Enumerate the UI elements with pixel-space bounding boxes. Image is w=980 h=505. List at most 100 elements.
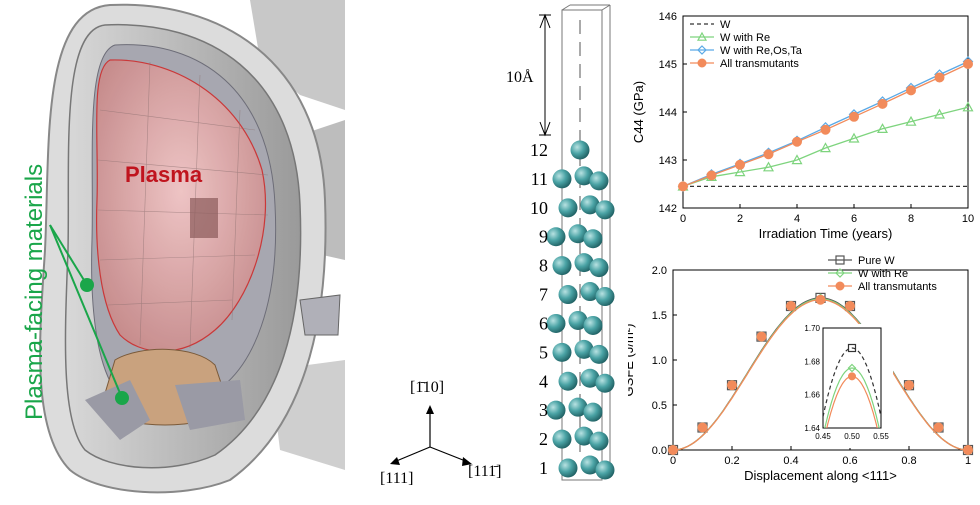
- gsfe-legend-marker: [835, 281, 845, 291]
- gsfe-series-2-point: [904, 380, 914, 391]
- gsfe-ytick-label: 0.5: [652, 400, 667, 412]
- gsfe-ytick-label: 1.0: [652, 355, 667, 367]
- atom: [580, 368, 600, 388]
- c44-series-1-point: [791, 154, 803, 165]
- atom: [558, 198, 578, 218]
- pointer-line-divertor: [49, 224, 123, 399]
- atom: [595, 200, 615, 220]
- c44-series-3-point: [735, 159, 745, 170]
- atom: [583, 402, 603, 422]
- c44-xlabel: Irradiation Time (years): [759, 226, 893, 241]
- c44-legend-label: W with Re: [720, 32, 770, 44]
- c44-ylabel: C44 (GPa): [631, 81, 646, 143]
- c44-ytick-label: 145: [659, 59, 677, 71]
- c44-legend-marker: [697, 58, 707, 68]
- gsfe-series-2-point: [697, 422, 708, 433]
- inset-frame: [822, 327, 882, 429]
- c44-xtick-label: 6: [851, 213, 857, 225]
- axis-label-right: [111̄]: [468, 463, 501, 480]
- axis-label-left: [111]: [380, 470, 413, 487]
- tokamak-illustration: Plasma Plasma-facing materials: [0, 0, 345, 500]
- c44-series-1-point: [905, 115, 917, 126]
- atom: [583, 229, 603, 249]
- atom: [589, 431, 609, 451]
- atom: [595, 287, 615, 307]
- layer-label-8: 8: [539, 256, 548, 276]
- c44-series-1-point: [819, 142, 832, 153]
- c44-series-1-point: [933, 108, 946, 119]
- c44-legend-label: W with Re,Os,Ta: [720, 45, 803, 57]
- c44-series-1-line: [682, 106, 969, 188]
- gsfe-ytick-label: 2.0: [652, 265, 667, 277]
- c44-legend-label: All transmutants: [720, 58, 799, 70]
- gsfe-xtick-label: 0.8: [901, 455, 916, 467]
- layer-label-6: 6: [539, 313, 548, 333]
- inset-series-1-line: [824, 367, 880, 428]
- atom: [580, 455, 600, 475]
- atom: [570, 140, 590, 160]
- c44-chart-svg: 0 2 4 6 8 10 142 143 144 145 146 Irradiation Time (…: [631, 11, 974, 241]
- c44-xtick-label: 2: [737, 213, 743, 225]
- inset-series-0-point: [847, 343, 857, 353]
- gsfe-series-2-point: [933, 422, 944, 433]
- c44-ytick-label: 146: [659, 11, 677, 23]
- crystal-axes: [393, 410, 469, 463]
- inset-background: [793, 324, 893, 448]
- c44-series-3-point: [792, 136, 802, 147]
- axis-arrow-left: [390, 457, 400, 465]
- inset-xtick-label: 0.45: [815, 432, 831, 441]
- c44-series-3-point: [877, 98, 888, 109]
- atom: [574, 253, 594, 273]
- c44-series-3-point: [763, 149, 774, 160]
- c44-series-1-point: [762, 161, 775, 172]
- atom: [568, 224, 588, 244]
- c44-series-2-line: [682, 61, 969, 187]
- gsfe-ylabel: GSFE (J/m²): [628, 324, 636, 397]
- atom: [595, 373, 615, 393]
- c44-series-3-point: [963, 59, 973, 69]
- atom: [589, 258, 609, 278]
- gsfe-ytick-label: 0.0: [652, 445, 667, 457]
- scale-arrow-down: [539, 121, 551, 137]
- inset-xtick-label: 0.55: [873, 432, 889, 441]
- inset-series-1-point: [847, 363, 857, 373]
- gsfe-series-2-point: [815, 294, 826, 305]
- gsfe-xtick-label: 0.4: [783, 455, 798, 467]
- gsfe-ytick-label: 1.5: [652, 310, 667, 322]
- pointer-dot-wall: [80, 278, 94, 292]
- c44-legend-label: W: [720, 19, 731, 31]
- inset-ytick-label: 1.66: [804, 391, 820, 400]
- plasma-label: Plasma: [125, 162, 203, 187]
- atom: [583, 315, 603, 335]
- layer-label-9: 9: [539, 227, 548, 247]
- layer-label-11: 11: [531, 169, 548, 189]
- pointer-dot-divertor: [115, 391, 129, 405]
- divertor-cassette-right: [175, 380, 245, 430]
- atom: [574, 426, 594, 446]
- gsfe-series-2-point: [786, 301, 796, 311]
- atom: [546, 400, 566, 420]
- c44-legend-marker: [697, 45, 707, 55]
- layer-label-1: 1: [539, 458, 548, 478]
- background-coil-top: [250, 0, 345, 110]
- c44-series-1-point: [876, 123, 889, 133]
- layer-label-12: 12: [530, 140, 548, 160]
- c44-series-3-point: [706, 170, 717, 181]
- atom-column-diagram: 10Å 12 11 10 9 8 7 6 5 4 3 2 1 [1̄10] [111] [111̄]: [380, 4, 615, 487]
- atom: [558, 371, 578, 391]
- layer-label-3: 3: [539, 400, 548, 420]
- layer-number-labels: 12 11 10 9 8 7 6 5 4 3 2 1: [530, 140, 548, 478]
- layer-label-5: 5: [539, 342, 548, 362]
- atom: [546, 313, 566, 333]
- gsfe-legend-label: Pure W: [858, 255, 895, 267]
- atom: [552, 169, 572, 189]
- c44-xtick-label: 10: [962, 213, 974, 225]
- layer-label-4: 4: [539, 371, 548, 391]
- inset-ytick-label: 1.64: [804, 424, 820, 433]
- scale-label: 10Å: [506, 68, 534, 86]
- gsfe-xtick-label: 0: [670, 455, 676, 467]
- c44-chart: 0 2 4 6 8 10 142 143 144 145 146 Irradiation Time (…: [628, 0, 980, 250]
- atom-layers: [546, 140, 615, 480]
- gsfe-series-2-point: [963, 445, 973, 455]
- inset-series-2-point: [848, 372, 856, 381]
